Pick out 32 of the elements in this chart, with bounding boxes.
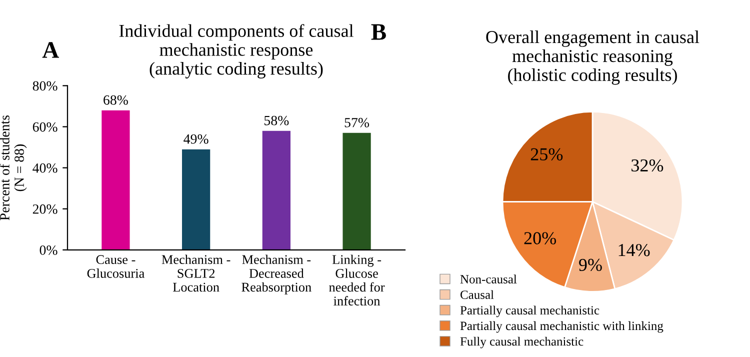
- bar: [182, 149, 210, 250]
- data-label: 9%: [579, 258, 602, 272]
- y-tick-label: 0%: [40, 245, 58, 255]
- data-label: 49%: [184, 134, 208, 144]
- legend-label: Partially causal mechanistic: [460, 306, 600, 318]
- chart-title: Overall engagement in causal mechanistic reasoning (holistic coding results): [486, 30, 700, 85]
- data-label: 20%: [524, 232, 556, 244]
- bar: [262, 130, 290, 250]
- data-label: 14%: [618, 244, 650, 256]
- x-tick-label: Mechanism - SGLT2 Location: [162, 254, 230, 292]
- text: A: [42, 42, 59, 58]
- data-label: 25%: [530, 148, 563, 160]
- legend-label: Partially causal mechanistic with linking: [460, 321, 664, 333]
- bar: [102, 110, 130, 250]
- x-tick-label: Mechanism - Decreased Reabsorption: [242, 254, 312, 294]
- text: B: [371, 24, 386, 40]
- data-label: 57%: [344, 118, 370, 128]
- data-label: 68%: [104, 95, 128, 105]
- x-tick-label: Cause - Glucosuria: [87, 255, 144, 278]
- y-axis-title: Percent of students (N = 88): [0, 115, 27, 220]
- y-tick-label: 40%: [32, 163, 58, 173]
- y-tick-label: 60%: [32, 122, 58, 132]
- chart-title: Individual components of causal mechanistic response (analytic coding results): [119, 24, 354, 78]
- y-tick-label: 80%: [32, 81, 58, 91]
- y-tick-label: 20%: [32, 204, 58, 214]
- data-label: 58%: [264, 116, 289, 126]
- legend-label: Fully causal mechanistic: [460, 336, 584, 348]
- x-tick-label: Linking - Glucose needed for infection: [329, 254, 385, 306]
- legend-label: Causal: [460, 290, 494, 299]
- legend-label: Non-causal: [460, 274, 517, 284]
- data-label: 32%: [632, 159, 664, 172]
- bar: [342, 132, 371, 250]
